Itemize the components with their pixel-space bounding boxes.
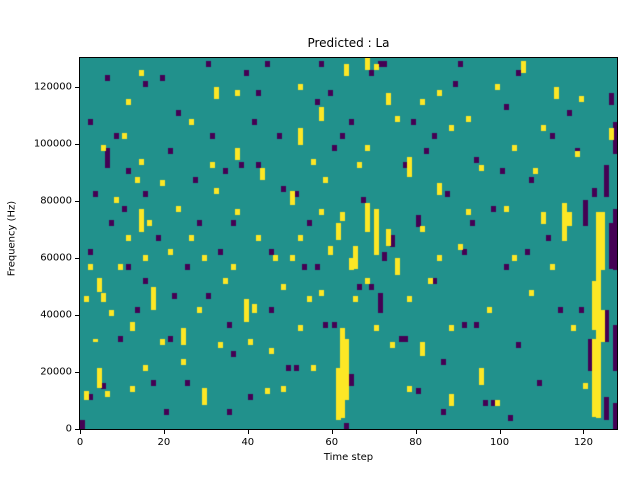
y-tick-mark	[75, 143, 79, 145]
y-tick-mark	[75, 429, 79, 430]
y-tick-mark	[75, 371, 79, 373]
heatmap-canvas	[80, 58, 617, 429]
x-tick-mark	[331, 430, 333, 434]
y-tick-mark	[75, 200, 79, 202]
x-axis-label: Time step	[323, 452, 374, 463]
y-tick-mark	[75, 314, 79, 316]
y-tick-label: 20000	[40, 366, 72, 378]
x-tick-label: 100	[489, 437, 510, 448]
y-tick-label: 100000	[33, 138, 72, 150]
x-tick-label: 80	[409, 437, 422, 448]
x-tick-mark	[163, 430, 165, 434]
y-axis-label: Frequency (Hz)	[6, 200, 18, 277]
y-tick-label: 80000	[40, 195, 72, 207]
y-tick-label: 40000	[40, 309, 72, 321]
y-tick-label: 60000	[40, 252, 72, 264]
x-tick-mark	[80, 430, 81, 434]
x-tick-mark	[583, 430, 585, 434]
y-tick-label: 0	[65, 423, 72, 435]
x-tick-mark	[247, 430, 249, 434]
x-tick-mark	[415, 430, 417, 434]
x-tick-label: 40	[241, 437, 255, 448]
x-tick-label: 120	[573, 437, 593, 448]
x-tick-label: 20	[157, 437, 171, 448]
x-tick-mark	[499, 430, 501, 434]
chart-title: Predicted : La	[307, 36, 390, 50]
y-tick-mark	[75, 86, 79, 88]
y-tick-mark	[75, 257, 79, 259]
y-tick-label: 120000	[33, 81, 72, 93]
x-tick-label: 0	[76, 437, 84, 448]
plot-area	[79, 57, 618, 430]
x-tick-label: 60	[325, 437, 339, 448]
